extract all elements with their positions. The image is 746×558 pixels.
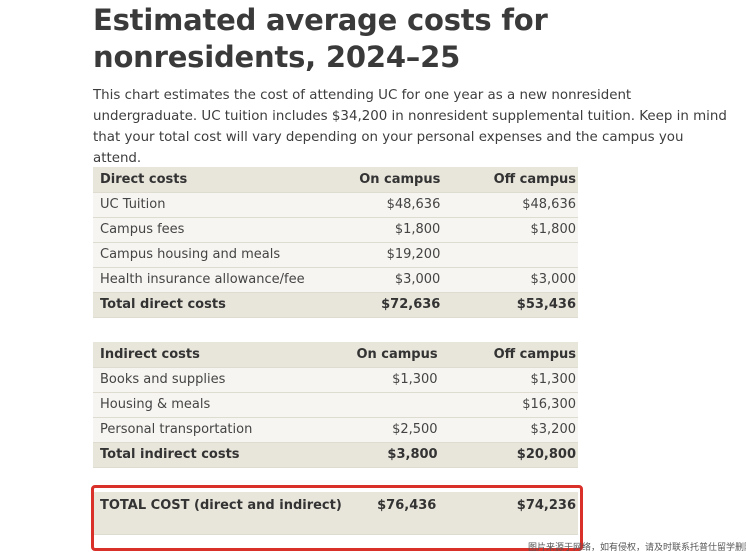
intro-paragraph: This chart estimates the cost of attendi…: [93, 88, 727, 166]
watermark-text: 图片来源于网络，如有侵权，请及时联系托普仕留学删除: [528, 543, 746, 553]
on-campus-value: $2,500: [346, 417, 440, 443]
off-campus-value: $16,300: [439, 392, 578, 418]
total-on-campus-value: $72,636: [348, 292, 443, 318]
total-on-campus-value: $3,800: [346, 442, 440, 468]
cost-item-label: Books and supplies: [93, 367, 347, 393]
indirect-costs-heading: Indirect costs: [93, 342, 347, 368]
off-campus-value: $48,636: [442, 192, 578, 218]
off-campus-value: $1,300: [439, 367, 578, 393]
cost-item-label: Campus fees: [93, 217, 349, 243]
page-title: Estimated average costs for nonresidents…: [93, 3, 548, 74]
cost-item-label: Campus housing and meals: [93, 242, 349, 268]
on-campus-value: $3,000: [348, 267, 443, 293]
highlight-box: [91, 485, 583, 551]
table-row: Books and supplies $1,300 $1,300: [93, 367, 578, 393]
on-campus-value: $19,200: [348, 242, 443, 268]
table-row: Personal transportation $2,500 $3,200: [93, 417, 578, 443]
total-label: Total direct costs: [93, 292, 349, 318]
table-row: Health insurance allowance/fee $3,000 $3…: [93, 267, 578, 293]
cost-item-label: UC Tuition: [93, 192, 349, 218]
indirect-costs-table: Indirect costs On campus Off campus Book…: [93, 342, 578, 468]
off-campus-value: $3,000: [442, 267, 578, 293]
indirect-costs-header-row: Indirect costs On campus Off campus: [93, 342, 578, 368]
table-row: UC Tuition $48,636 $48,636: [93, 192, 578, 218]
off-campus-heading: Off campus: [439, 342, 578, 368]
on-campus-heading: On campus: [346, 342, 440, 368]
total-off-campus-value: $20,800: [439, 442, 578, 468]
grand-total-off-campus-value: $74,236: [438, 492, 578, 535]
total-label: Total indirect costs: [93, 442, 347, 468]
cost-item-label: Personal transportation: [93, 417, 347, 443]
grand-total-row: TOTAL COST (direct and indirect) $76,436…: [93, 492, 578, 535]
on-campus-value: $1,800: [348, 217, 443, 243]
off-campus-value: $3,200: [439, 417, 578, 443]
table-row: Campus fees $1,800 $1,800: [93, 217, 578, 243]
direct-costs-heading: Direct costs: [93, 167, 349, 193]
off-campus-value: $1,800: [442, 217, 578, 243]
on-campus-value: $48,636: [348, 192, 443, 218]
off-campus-heading: Off campus: [442, 167, 578, 193]
direct-costs-header-row: Direct costs On campus Off campus: [93, 167, 578, 193]
total-off-campus-value: $53,436: [442, 292, 578, 318]
total-direct-costs-row: Total direct costs $72,636 $53,436: [93, 292, 578, 318]
total-indirect-costs-row: Total indirect costs $3,800 $20,800: [93, 442, 578, 468]
grand-total-table: TOTAL COST (direct and indirect) $76,436…: [93, 492, 578, 535]
cost-item-label: Housing & meals: [93, 392, 347, 418]
table-row: Campus housing and meals $19,200: [93, 242, 578, 268]
on-campus-heading: On campus: [348, 167, 443, 193]
on-campus-value: [346, 392, 440, 418]
grand-total-on-campus-value: $76,436: [345, 492, 439, 535]
off-campus-value: [442, 242, 578, 268]
grand-total-label: TOTAL COST (direct and indirect): [93, 492, 346, 535]
table-row: Housing & meals $16,300: [93, 392, 578, 418]
direct-costs-table: Direct costs On campus Off campus UC Tui…: [93, 167, 578, 318]
on-campus-value: $1,300: [346, 367, 440, 393]
cost-item-label: Health insurance allowance/fee: [93, 267, 349, 293]
